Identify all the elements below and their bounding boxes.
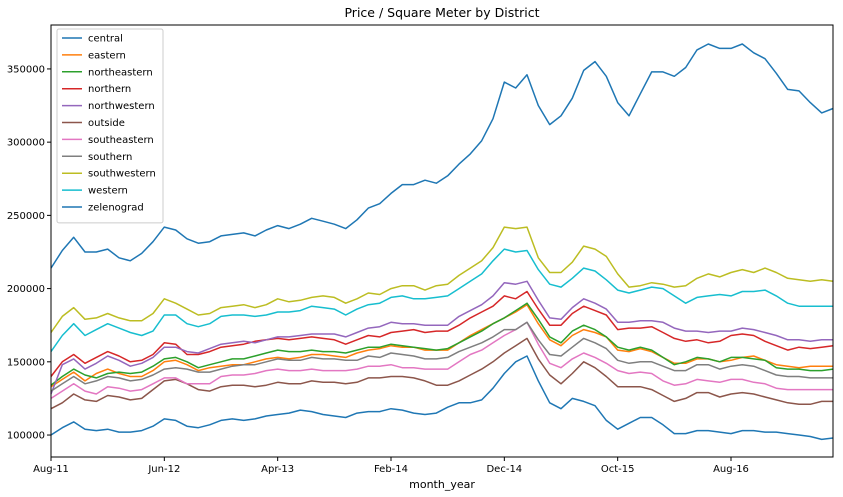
y-tick-label: 300000 — [7, 138, 45, 149]
x-tick-label: Jun-12 — [147, 464, 180, 475]
x-axis: Aug-11 Jun-12 Apr-13 Feb-14 Dec-14 Oct-15 Aug-… — [33, 457, 749, 475]
y-tick-label: 350000 — [7, 64, 45, 75]
series-line-northwestern — [50, 280, 833, 395]
series-line-northeastern — [50, 302, 834, 386]
y-axis: 100000 150000 200000 250000 300000 350000 — [7, 64, 51, 442]
x-tick-label: Apr-13 — [261, 464, 294, 475]
legend-label-northwestern: northwestern — [88, 101, 155, 112]
series-line-southern — [50, 321, 833, 392]
x-tick-label: Aug-11 — [33, 464, 69, 475]
legend-label-northeastern: northeastern — [88, 67, 153, 78]
legend-label-eastern: eastern — [88, 50, 126, 61]
series-line-central — [50, 43, 834, 269]
x-tick-label: Dec-14 — [486, 464, 522, 475]
y-tick-label: 250000 — [7, 211, 45, 222]
series-line-southwestern — [50, 226, 834, 333]
y-tick-label: 100000 — [7, 431, 45, 442]
legend-label-southwestern: southwestern — [88, 169, 156, 180]
legend-label-central: central — [88, 34, 123, 45]
legend: central eastern northeastern northern northw… — [56, 28, 164, 224]
series-line-western — [50, 248, 833, 353]
y-tick-label: 200000 — [7, 284, 45, 295]
legend-label-southern: southern — [88, 152, 132, 163]
plot-frame — [50, 24, 834, 458]
x-tick-label: Aug-16 — [713, 464, 749, 475]
legend-label-zelenograd: zelenograd — [88, 203, 144, 214]
series-line-zelenograd — [50, 355, 834, 441]
chart-title: Price / Square Meter by District — [344, 5, 539, 20]
y-tick-label: 150000 — [7, 357, 45, 368]
x-tick-label: Feb-14 — [374, 464, 408, 475]
series-line-eastern — [50, 303, 833, 388]
legend-label-southeastern: southeastern — [88, 135, 154, 146]
legend-label-western: western — [88, 186, 128, 197]
series-layer — [50, 43, 834, 441]
series-line-northern — [50, 290, 834, 377]
x-axis-label: month_year — [409, 478, 475, 491]
legend-label-outside: outside — [88, 118, 125, 129]
x-tick-label: Oct-15 — [601, 464, 635, 475]
legend-label-northern: northern — [88, 84, 131, 95]
series-line-southeastern — [50, 321, 833, 400]
legend-box — [56, 28, 164, 224]
